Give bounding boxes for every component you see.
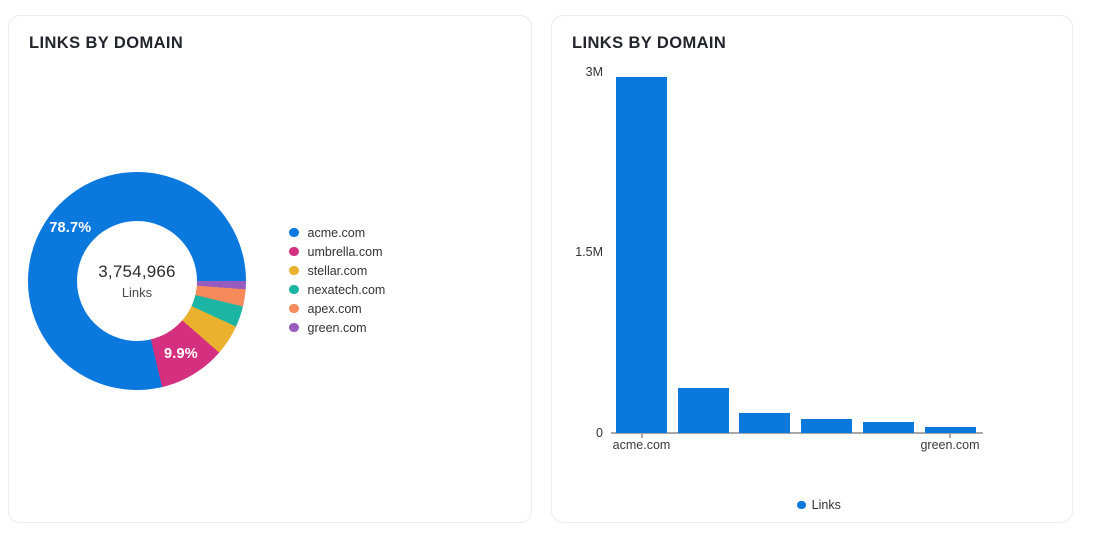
legend-dot <box>289 322 299 333</box>
links-by-domain-pie-card: LINKS BY DOMAIN 3,754,966 Links 78.7% 9.9… <box>8 15 532 523</box>
y-axis-label: 0 <box>596 425 603 440</box>
card-title: LINKS BY DOMAIN <box>29 34 184 52</box>
donut-total-value: 3,754,966 <box>98 262 176 281</box>
legend-dot <box>289 284 299 295</box>
pie-legend-item[interactable]: green.com <box>289 318 385 337</box>
pie-legend-label: acme.com <box>307 225 366 240</box>
pie-legend-label: apex.com <box>307 301 362 316</box>
pie-slice-label: 78.7% <box>49 220 92 237</box>
legend-dot <box>289 303 299 314</box>
pie-legend-label: umbrella.com <box>307 244 383 259</box>
card-title: LINKS BY DOMAIN <box>572 34 727 52</box>
bar-legend[interactable]: Links <box>552 498 1072 512</box>
bar-umbrella.com[interactable] <box>677 388 729 433</box>
y-axis-label: 3M <box>585 64 603 79</box>
pie-legend-item[interactable]: stellar.com <box>289 261 385 280</box>
donut-total-unit: Links <box>121 285 153 300</box>
x-axis-label: acme.com <box>612 438 671 452</box>
legend-dot <box>289 246 299 257</box>
x-axis-label: green.com <box>920 438 980 452</box>
pie-legend: acme.com umbrella.com stellar.com nexatech.… <box>289 223 385 337</box>
bar-green.com[interactable] <box>924 427 976 433</box>
links-by-domain-bar-card: LINKS BY DOMAIN Links 3M 1.5M 0 acme.com gre… <box>551 15 1073 523</box>
bar-apex.com[interactable] <box>862 421 914 433</box>
pie-legend-label: stellar.com <box>307 263 368 278</box>
legend-dot <box>797 500 806 510</box>
pie-legend-item[interactable]: apex.com <box>289 299 385 318</box>
bar-nexatech.com[interactable] <box>801 418 853 433</box>
donut-chart[interactable]: 3,754,966 Links 78.7% 9.9% <box>28 172 246 390</box>
bar-legend-label: Links <box>811 498 841 512</box>
legend-dot <box>289 227 299 238</box>
bar-stellar.com[interactable] <box>739 412 791 433</box>
pie-legend-item[interactable]: acme.com <box>289 223 385 242</box>
pie-slice-label: 9.9% <box>164 345 198 362</box>
x-axis-line <box>611 432 983 434</box>
y-axis-label: 1.5M <box>575 245 603 259</box>
x-tick-mark <box>949 434 951 438</box>
bar-acme.com[interactable] <box>616 77 667 433</box>
pie-legend-item[interactable]: umbrella.com <box>289 242 385 261</box>
pie-legend-label: green.com <box>307 320 367 335</box>
donut-center: 3,754,966 Links <box>77 221 197 341</box>
pie-legend-item[interactable]: nexatech.com <box>289 280 385 299</box>
x-tick-mark <box>640 434 643 438</box>
legend-dot <box>289 265 299 276</box>
pie-legend-label: nexatech.com <box>307 282 386 297</box>
